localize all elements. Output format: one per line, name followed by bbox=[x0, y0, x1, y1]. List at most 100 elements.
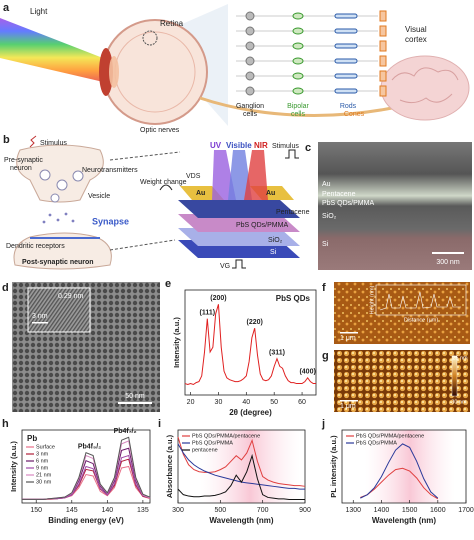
shape bbox=[56, 218, 60, 222]
nir-beam bbox=[244, 150, 268, 200]
colorbar-label: 25 nm bbox=[452, 355, 468, 361]
inset-axis-label: Distance (μm) bbox=[404, 317, 439, 323]
label: VG bbox=[220, 263, 230, 270]
scale-bar bbox=[118, 402, 152, 404]
annotation: (400) bbox=[299, 369, 315, 376]
x-axis-label: Wavelength (nm) bbox=[209, 516, 273, 525]
inset-axis-label: Height (nm) bbox=[369, 285, 375, 314]
x-tick-label: 1500 bbox=[402, 507, 418, 514]
plot-frame bbox=[177, 429, 306, 504]
vesicles bbox=[39, 169, 84, 203]
label: Retina bbox=[160, 19, 184, 28]
legend-label: PbS QDs/PMMA bbox=[356, 440, 397, 446]
x-tick-label: 40 bbox=[242, 399, 250, 406]
legend-label: PbS QDs/PMMA bbox=[192, 440, 233, 446]
rod-cell bbox=[334, 88, 358, 94]
pre-neuron bbox=[16, 144, 104, 203]
cone-cell bbox=[379, 25, 387, 37]
plot-frame bbox=[341, 429, 467, 504]
sem-image bbox=[318, 142, 472, 270]
x-tick-label: 30 bbox=[215, 399, 223, 406]
legend-label: 21 nm bbox=[36, 472, 52, 478]
label: Bipolar bbox=[287, 103, 309, 110]
shade bbox=[200, 430, 300, 503]
x-axis-label: Wavelength (nm) bbox=[372, 516, 436, 525]
x-tick-label: 20 bbox=[187, 399, 195, 406]
x-axis-label: 2θ (degree) bbox=[229, 408, 272, 417]
panel-c: c Au Pentacene PbS QDs/PMMA SiO₂ Si 300 … bbox=[305, 142, 472, 270]
layer-pentacene bbox=[178, 200, 300, 218]
panel-f: f Height (nm) Distance (μm) 1 μm bbox=[322, 282, 470, 344]
scale-label: 3 nm bbox=[32, 313, 48, 320]
x-tick-label: 1700 bbox=[458, 507, 474, 514]
scale-bar bbox=[340, 400, 358, 402]
label: Au bbox=[322, 181, 331, 188]
profile-line bbox=[379, 291, 461, 311]
x-tick-label: 140 bbox=[101, 507, 113, 514]
stimulus-bolt bbox=[29, 135, 37, 148]
label: 0.29 nm bbox=[58, 293, 83, 300]
series-line bbox=[360, 467, 439, 500]
y-axis-label: PL intensity (a.u.) bbox=[329, 435, 338, 498]
panel-label: f bbox=[322, 282, 326, 294]
panel-d: d 0.29 nm 3 nm 50 nm bbox=[2, 282, 160, 412]
shape bbox=[56, 179, 68, 191]
cone-cell bbox=[379, 40, 387, 52]
shape bbox=[72, 170, 84, 182]
panel-b: b Stimulus Pre-synaptic neuron Neurotran… bbox=[3, 134, 310, 270]
x-tick-label: 500 bbox=[214, 507, 226, 514]
rod-cell bbox=[334, 58, 358, 64]
label: Au bbox=[196, 190, 205, 197]
x-tick-label: 1600 bbox=[430, 507, 446, 514]
ganglion-cell bbox=[245, 56, 255, 66]
label: Dendritic receptors bbox=[6, 243, 65, 250]
plot-frame bbox=[184, 289, 317, 396]
label: Post-synaptic neuron bbox=[22, 259, 94, 266]
legend-label: PbS QDs/PMMA/pentacene bbox=[192, 433, 260, 439]
ganglion-cell bbox=[245, 41, 255, 51]
label: cells bbox=[291, 111, 306, 118]
label: Si bbox=[270, 249, 277, 256]
rod-cell bbox=[334, 28, 358, 34]
cone-cell bbox=[379, 10, 387, 22]
rod-cell bbox=[334, 13, 358, 19]
legend-label: 6 nm bbox=[36, 458, 49, 464]
label: VDS bbox=[186, 173, 201, 180]
legend-label: 3 nm bbox=[36, 451, 49, 457]
panel-label: j bbox=[321, 418, 325, 430]
shape bbox=[39, 169, 51, 181]
optic-nerve bbox=[199, 96, 393, 117]
weight-curve bbox=[159, 184, 173, 191]
scale-bar bbox=[432, 252, 464, 254]
label: Si bbox=[322, 241, 329, 248]
x-tick-label: 700 bbox=[257, 507, 269, 514]
label: SiO₂ bbox=[268, 237, 283, 244]
label: cortex bbox=[405, 35, 427, 44]
label: PbS QDs/PMMA bbox=[236, 222, 288, 229]
label: Weight change bbox=[140, 179, 187, 186]
panel-label: i bbox=[158, 418, 161, 430]
bipolar-cell bbox=[292, 12, 304, 20]
panel-label: e bbox=[165, 278, 171, 290]
retina-spot bbox=[142, 30, 158, 46]
label: Stimulus bbox=[272, 143, 299, 150]
legend-label: pentacene bbox=[192, 447, 218, 453]
brain-folds bbox=[391, 67, 459, 104]
chart-title: Pb bbox=[27, 434, 37, 443]
link bbox=[109, 151, 181, 251]
brain bbox=[380, 55, 470, 121]
bipolar-cell bbox=[292, 57, 304, 65]
panel-label: a bbox=[3, 2, 10, 14]
panel-label: b bbox=[3, 134, 10, 146]
series-line bbox=[177, 453, 305, 501]
label: Visible bbox=[226, 141, 252, 150]
x-tick-label: 150 bbox=[30, 507, 42, 514]
bipolar-cell bbox=[292, 27, 304, 35]
series-line bbox=[22, 436, 151, 500]
shape bbox=[64, 212, 68, 216]
label: Cones bbox=[344, 111, 365, 118]
x-axis-label: Binding energy (eV) bbox=[48, 516, 124, 525]
annotation: Pb4f₇/₂ bbox=[114, 428, 137, 435]
afm-image bbox=[334, 282, 470, 344]
legend-label: Surface bbox=[36, 444, 55, 450]
